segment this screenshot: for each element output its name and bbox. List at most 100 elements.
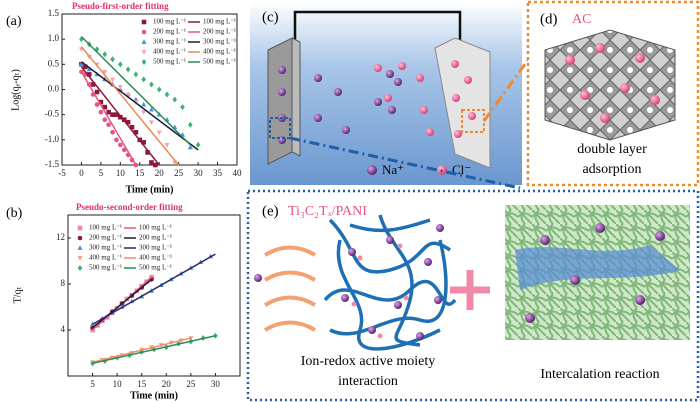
fit-line <box>80 66 160 166</box>
marker <box>149 81 154 88</box>
marker <box>98 109 104 115</box>
y-tick-label: 0.0 <box>48 84 60 94</box>
fit-line <box>80 71 137 166</box>
legend-swatch <box>77 245 83 250</box>
legend-swatch <box>141 50 147 55</box>
marker <box>195 141 201 148</box>
marker <box>141 140 146 145</box>
marker <box>125 119 131 125</box>
fit-line <box>80 61 199 151</box>
legend-label: 400 mg L⁻¹ <box>153 48 186 56</box>
legend-label: 500 mg L⁻¹ <box>203 58 236 66</box>
y-tick-label: 0.5 <box>48 58 60 68</box>
ion-label: Cl⁻ <box>452 162 471 177</box>
legend-label: 200 mg L⁻¹ <box>89 234 122 242</box>
marker <box>148 106 154 112</box>
marker <box>148 120 154 125</box>
marker <box>102 104 108 110</box>
x-tick-label: 25 <box>186 379 196 389</box>
marker <box>114 112 119 117</box>
marker <box>98 99 104 105</box>
x-tick-label: 10 <box>113 379 123 389</box>
legend-label: 100 mg L⁻¹ <box>139 224 172 232</box>
legend-swatch <box>77 235 83 241</box>
marker <box>188 121 193 128</box>
legend-label: 100 mg L⁻¹ <box>89 224 122 232</box>
marker <box>180 104 185 111</box>
legend-label: 500 mg L⁻¹ <box>139 264 172 272</box>
x-tick-label: 15 <box>135 168 145 178</box>
y-axis-label: T/qₜ <box>12 287 23 304</box>
wire <box>293 10 462 45</box>
x-tick-label: 20 <box>162 379 172 389</box>
caption: interaction <box>338 374 398 389</box>
marker <box>141 76 146 83</box>
panel-label: (c) <box>262 9 279 25</box>
chart-title: Pseudo-second-order fitting <box>76 202 183 212</box>
plus-sign <box>450 270 490 310</box>
marker <box>78 61 84 67</box>
legend-label: 500 mg L⁻¹ <box>89 264 122 272</box>
ions <box>525 223 665 323</box>
x-tick-label: 10 <box>116 168 126 178</box>
carbon-structure <box>544 29 676 141</box>
panel-label: (a) <box>6 14 22 29</box>
legend-label: 100 mg L⁻¹ <box>203 18 236 26</box>
marker <box>141 110 147 115</box>
marker <box>118 114 123 120</box>
caption: Intercalation reaction <box>540 367 659 382</box>
legend-label: 400 mg L⁻¹ <box>203 48 236 56</box>
marker <box>79 36 84 43</box>
legend-label: 500 mg L⁻¹ <box>153 58 186 66</box>
caption: adsorption <box>582 162 641 177</box>
marker <box>125 92 131 98</box>
marker <box>83 64 88 70</box>
panel-d: (d) AC double layer adsorption <box>526 0 700 187</box>
marker <box>153 162 158 168</box>
zoom-box-left <box>269 117 291 139</box>
marker <box>110 112 115 117</box>
electrode-left-side <box>291 37 301 157</box>
caption: Ion-redox active moiety <box>301 354 436 369</box>
marker <box>129 124 135 130</box>
marker <box>118 61 123 68</box>
marker <box>141 101 147 107</box>
legend-label: 300 mg L⁻¹ <box>153 38 186 46</box>
marker <box>94 102 100 107</box>
marker <box>90 82 96 87</box>
marker <box>106 122 111 128</box>
marker <box>164 91 170 98</box>
x-tick-label: -5 <box>58 168 66 178</box>
x-axis-label: Time (min) <box>130 390 178 401</box>
marker <box>117 85 123 90</box>
marker <box>149 160 154 165</box>
active-sites <box>351 243 409 339</box>
marker <box>149 274 154 280</box>
legend-label: 100 mg L⁻¹ <box>153 18 186 26</box>
marker <box>114 137 119 143</box>
electrode-right <box>434 37 491 169</box>
ions <box>254 224 444 340</box>
marker <box>102 51 108 58</box>
marker <box>102 70 108 75</box>
x-tick-label: 35 <box>213 168 223 178</box>
pani-chains <box>323 214 457 351</box>
panel-label: (b) <box>6 206 23 221</box>
x-tick-label: 20 <box>155 168 165 178</box>
x-tick-label: 5 <box>99 168 104 178</box>
y-tick-label: 8 <box>61 278 66 288</box>
ion-flow-arrows <box>263 245 317 332</box>
legend-label: 400 mg L⁻¹ <box>139 254 172 262</box>
fit-line <box>92 253 216 325</box>
x-tick-label: 30 <box>211 379 221 389</box>
y-tick-label: 4 <box>61 324 66 334</box>
material-label: Ti₃C₂Tₓ/PANI <box>288 204 367 219</box>
legend-label: 400 mg L⁻¹ <box>89 254 122 262</box>
marker <box>133 71 139 78</box>
fit-line <box>80 36 191 146</box>
marker <box>86 72 92 77</box>
y-tick-label: 1.5 <box>48 8 60 18</box>
electrode-left <box>267 37 293 165</box>
plot-frame <box>67 214 241 377</box>
marker <box>110 77 116 83</box>
